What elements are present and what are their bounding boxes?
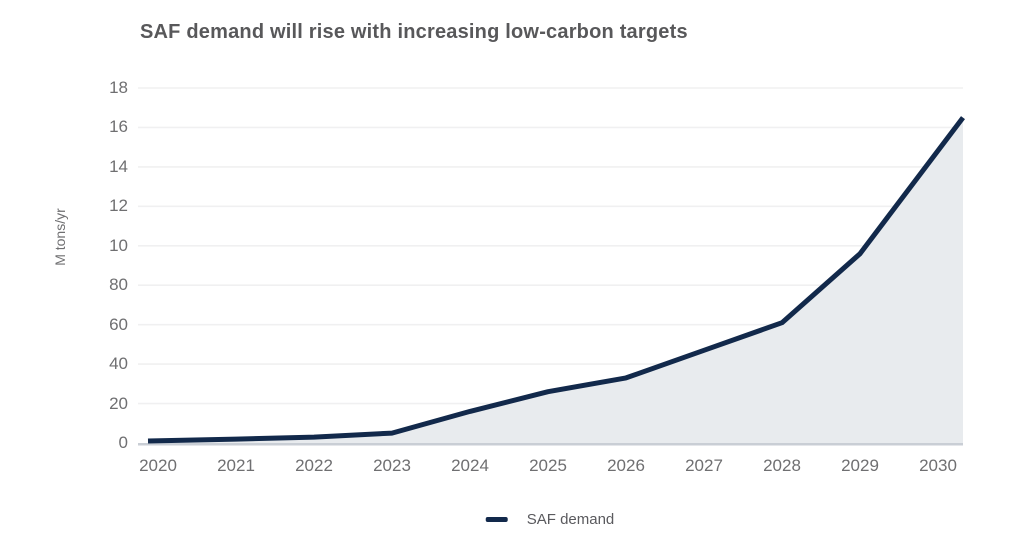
x-axis-line: [138, 443, 963, 446]
legend: SAF demand: [485, 511, 615, 528]
x-tick-label: 2030: [919, 456, 957, 475]
y-tick-label: 10: [109, 235, 128, 255]
x-tick-label: 2020: [139, 456, 177, 475]
legend-line-swatch: [485, 517, 508, 522]
y-tick-label: 18: [109, 78, 128, 97]
x-tick-label: 2025: [529, 456, 567, 475]
x-tick-label: 2022: [295, 456, 333, 475]
x-tick-label: 2021: [217, 456, 255, 475]
y-tick-label: 14: [109, 156, 128, 176]
y-tick-label: 20: [109, 393, 128, 413]
x-tick-label: 2024: [451, 456, 489, 475]
x-tick-label: 2026: [607, 456, 645, 475]
chart-title: SAF demand will rise with increasing low…: [140, 21, 688, 43]
x-tick-label: 2029: [841, 456, 879, 475]
y-tick-label: 80: [109, 275, 128, 295]
x-tick-label: 2023: [373, 456, 411, 475]
y-tick-label: 0: [118, 433, 128, 452]
legend-label: SAF demand: [526, 511, 615, 528]
y-tick-label: 16: [109, 117, 128, 137]
x-tick-label: 2027: [685, 456, 723, 475]
x-tick-label: 2028: [763, 456, 801, 475]
y-tick-label: 60: [109, 314, 128, 334]
area-fill: [148, 117, 963, 443]
y-tick-label: 12: [109, 196, 128, 216]
y-tick-label: 40: [109, 354, 128, 374]
saf-demand-line: [147, 116, 965, 444]
